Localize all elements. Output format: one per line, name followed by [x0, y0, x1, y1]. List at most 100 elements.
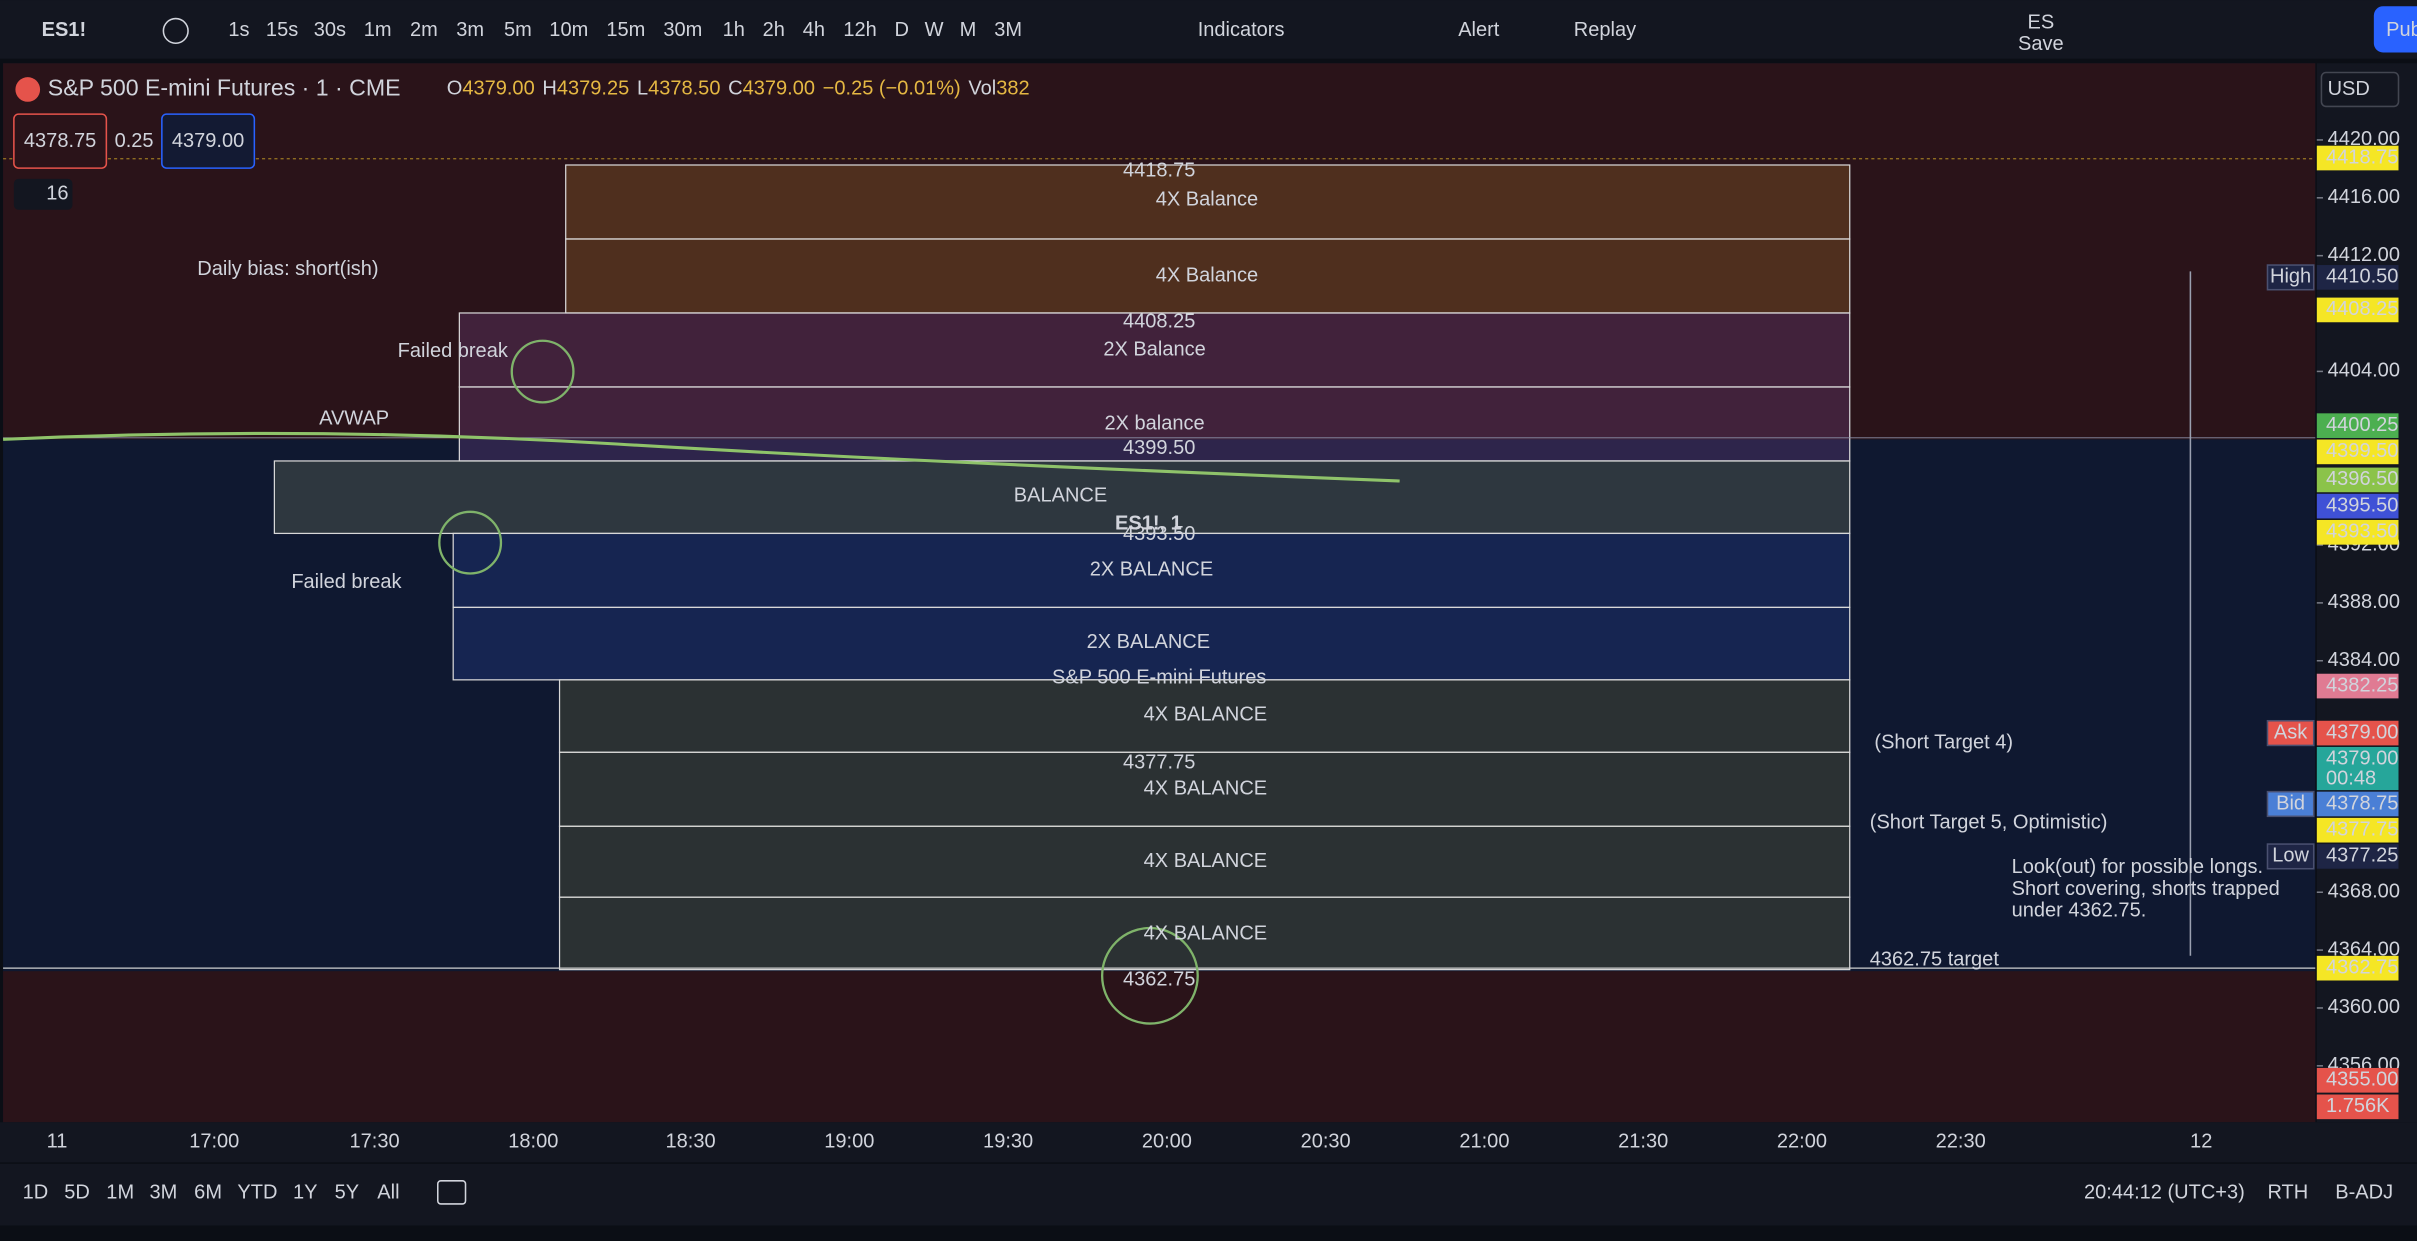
interval[interactable]: 2m — [410, 19, 438, 41]
adjustment-button[interactable]: B-ADJ — [2335, 1181, 2393, 1203]
legend-part: C — [728, 78, 742, 100]
indicators-button[interactable]: Indicators — [1198, 19, 1285, 41]
x-tick-label: 21:30 — [1618, 1131, 1668, 1153]
zone-label: 4X BALANCE — [1144, 922, 1268, 944]
interval[interactable]: 15m — [606, 19, 645, 41]
x-tick-label: 17:00 — [189, 1131, 239, 1153]
spread: 0.25 — [115, 130, 154, 152]
legend-part: 4379.00 — [462, 78, 534, 100]
range-button[interactable]: 5Y — [335, 1181, 359, 1203]
x-tick-label: 11 — [47, 1131, 68, 1153]
currency[interactable]: USD — [2328, 78, 2370, 100]
interval[interactable]: 30m — [663, 19, 702, 41]
price-tag — [2316, 145, 2399, 171]
interval[interactable]: 3m — [456, 19, 484, 41]
zone-label: 2X BALANCE — [1087, 631, 1211, 653]
price-tag — [2316, 413, 2399, 438]
range-button[interactable]: 1M — [106, 1181, 134, 1203]
range-button[interactable]: 1D — [23, 1181, 49, 1203]
indicator-count[interactable]: 16 — [46, 183, 68, 205]
zone-label: 4X Balance — [1156, 189, 1258, 211]
interval[interactable]: 30s — [314, 19, 346, 41]
x-tick-label: 17:30 — [350, 1131, 400, 1153]
price-tag — [2316, 265, 2399, 290]
x-tick-label: 18:30 — [666, 1131, 716, 1153]
price-tag — [2316, 720, 2399, 746]
buy-price[interactable]: 4379.00 — [172, 130, 244, 152]
y-tick-label: 4416.00 — [2328, 186, 2400, 208]
price-tag — [2316, 817, 2399, 843]
circle-marker — [1100, 926, 1199, 1025]
price-tag-label: 4393.50 — [2326, 521, 2398, 543]
price-tag-name: Low — [2272, 845, 2309, 867]
circle-marker — [438, 510, 503, 575]
symbol[interactable]: ES1! — [42, 19, 86, 41]
range-button[interactable]: 1Y — [293, 1181, 317, 1203]
add-symbol[interactable] — [162, 17, 189, 44]
layout-name[interactable]: ES — [2028, 11, 2055, 33]
chart-band — [3, 971, 2316, 1123]
price-tag-label: 4377.25 — [2326, 845, 2398, 867]
price-tag-label: 4362.75 — [2326, 956, 2398, 978]
x-tick-label: 22:30 — [1936, 1131, 1986, 1153]
y-tick-label: 4404.00 — [2328, 360, 2400, 382]
annotation: Failed break — [291, 571, 402, 593]
annotation: Failed break — [398, 340, 509, 362]
interval[interactable]: 3M — [994, 19, 1022, 41]
indicator-toggle[interactable] — [13, 178, 73, 210]
replay-button[interactable]: Replay — [1574, 19, 1636, 41]
interval[interactable]: 1h — [723, 19, 745, 41]
range-button[interactable]: All — [377, 1181, 399, 1203]
zone — [558, 896, 1851, 971]
zone — [273, 460, 1851, 535]
price-tag-label: 4410.50 — [2326, 266, 2398, 288]
price-tag-label: 4379.00 — [2326, 721, 2398, 743]
y-tick-label: 4368.00 — [2328, 881, 2400, 903]
range-button[interactable]: 6M — [194, 1181, 222, 1203]
publish-label[interactable]: Pub — [2386, 19, 2417, 41]
level-label: 4418.75 — [1123, 159, 1195, 181]
save-label[interactable]: Save — [2018, 33, 2064, 55]
legend-part: Vol — [968, 78, 996, 100]
interval[interactable]: W — [925, 19, 944, 41]
interval[interactable]: 2h — [763, 19, 785, 41]
interval[interactable]: 4h — [803, 19, 825, 41]
range-button[interactable]: 5D — [64, 1181, 90, 1203]
y-tick-label: 4420.00 — [2328, 128, 2400, 150]
alert-button[interactable]: Alert — [1458, 19, 1500, 41]
zone-label: 2X balance — [1104, 412, 1204, 434]
x-tick-label: 19:30 — [983, 1131, 1033, 1153]
level-label: 4393.50 — [1123, 523, 1195, 545]
level-label: 4377.75 — [1123, 751, 1195, 773]
interval[interactable]: 10m — [549, 19, 588, 41]
interval[interactable]: 5m — [504, 19, 532, 41]
session-button[interactable]: RTH — [2267, 1181, 2308, 1203]
interval[interactable]: M — [960, 19, 977, 41]
range-button[interactable]: 3M — [149, 1181, 177, 1203]
calendar-button[interactable] — [437, 1180, 467, 1205]
range-button[interactable]: YTD — [237, 1181, 277, 1203]
price-tag-label: 4379.00 — [2326, 748, 2398, 770]
interval[interactable]: 1s — [228, 19, 249, 41]
x-tick-label: 20:30 — [1301, 1131, 1351, 1153]
buy-box[interactable] — [161, 113, 256, 169]
sell-price[interactable]: 4378.75 — [24, 130, 96, 152]
interval[interactable]: 15s — [266, 19, 298, 41]
price-tag-name-box — [2266, 719, 2315, 747]
sell-box[interactable] — [13, 113, 108, 169]
price-tag — [2316, 1067, 2399, 1093]
time-axis — [0, 1122, 2417, 1163]
zone — [565, 164, 1851, 240]
zone — [458, 312, 1851, 388]
level-label: 4408.25 — [1123, 311, 1195, 333]
interval[interactable]: D — [895, 19, 909, 41]
publish-button[interactable] — [2373, 6, 2417, 53]
interval[interactable]: 1m — [364, 19, 392, 41]
legend-part: 4379.00 — [743, 78, 815, 100]
currency-box[interactable] — [2320, 71, 2400, 108]
interval[interactable]: 12h — [843, 19, 876, 41]
zone — [558, 751, 1851, 827]
volume-tag-label: 1.756K — [2326, 1095, 2390, 1117]
circle-marker — [510, 339, 575, 404]
